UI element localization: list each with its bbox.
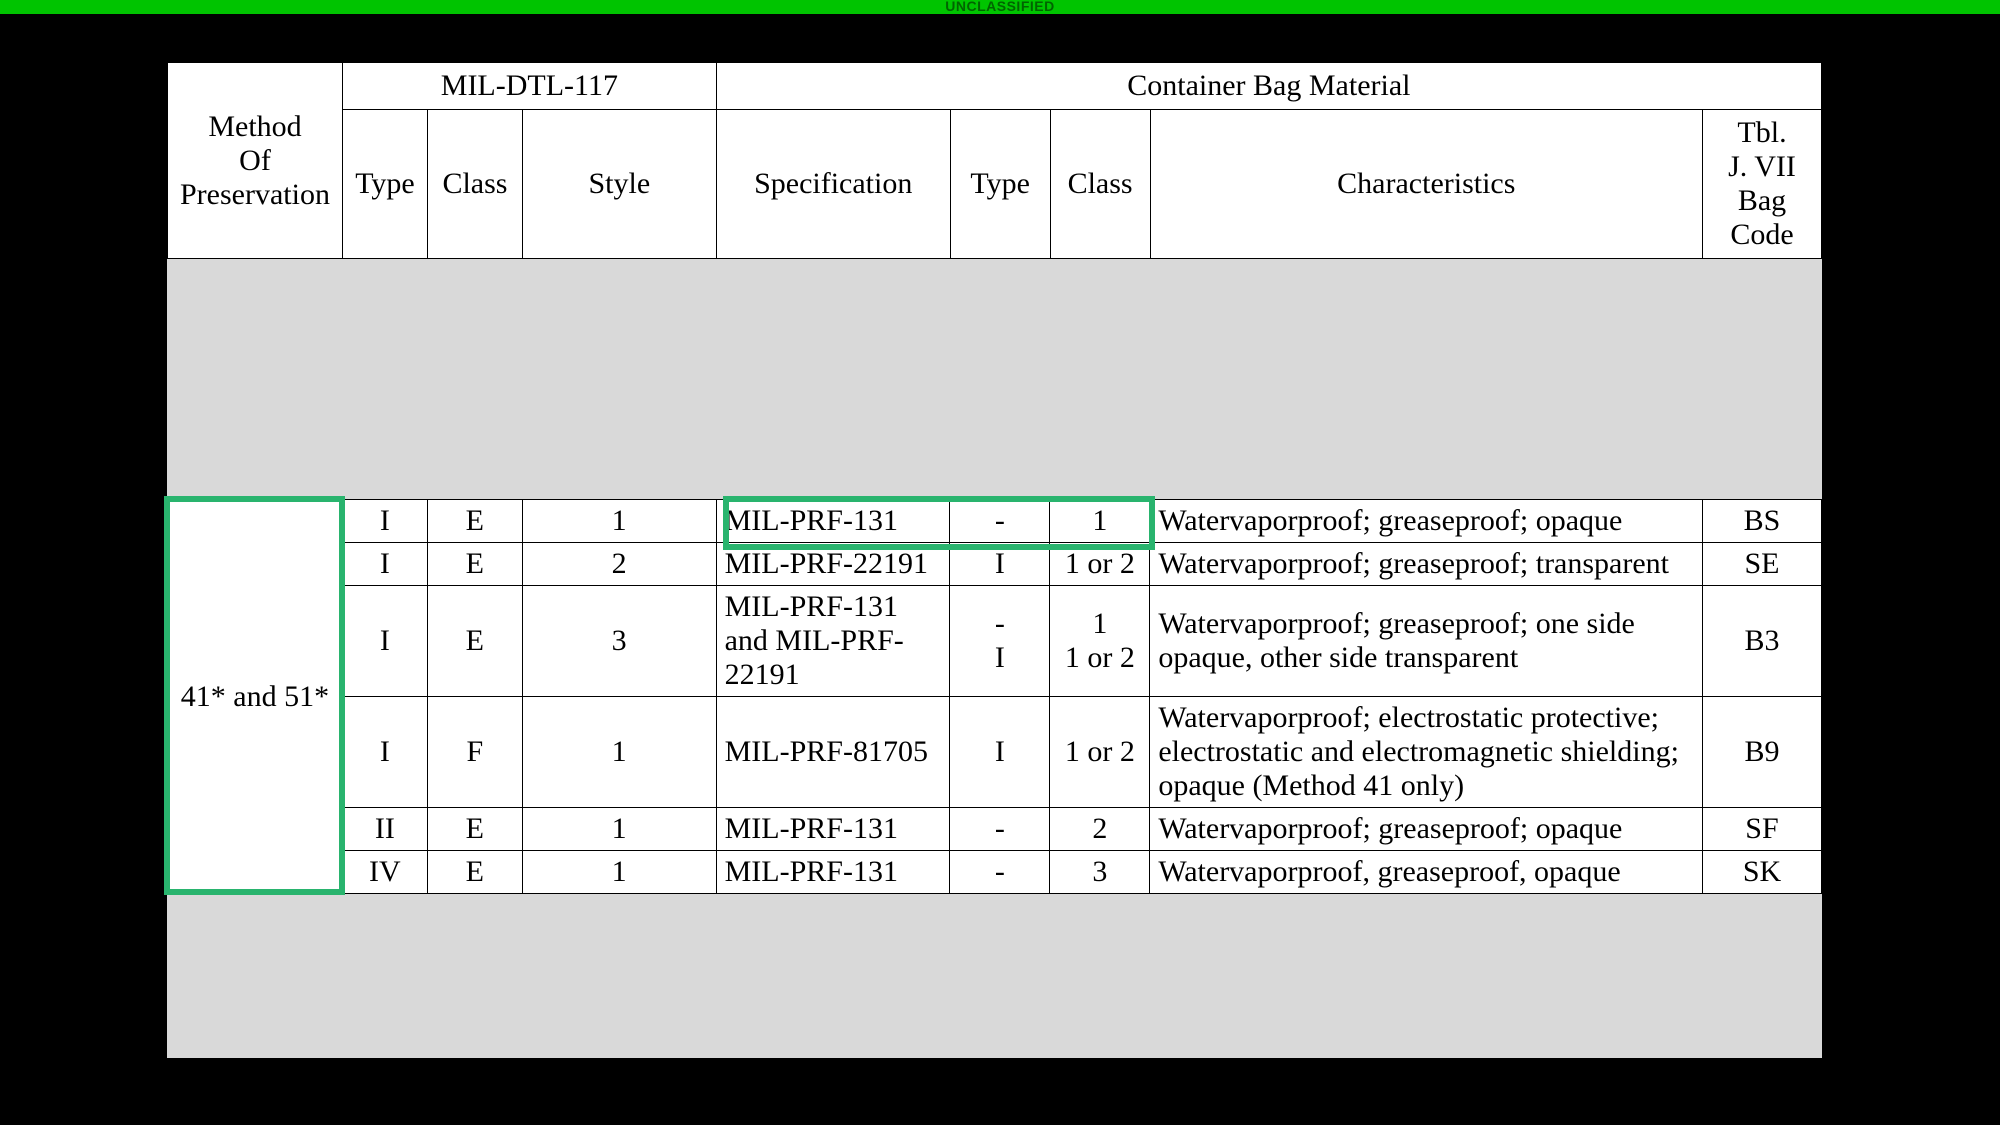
hdr-class: Class	[427, 110, 522, 259]
cell-ctype: I	[950, 543, 1050, 586]
cell-type: IV	[342, 851, 427, 894]
cell-spec: MIL-PRF-131 and MIL-PRF-22191	[716, 586, 950, 697]
cell-char: Watervaporproof, greaseproof, opaque	[1150, 851, 1703, 894]
cell-cclass: 1 or 2	[1050, 543, 1150, 586]
cell-style: 2	[522, 543, 716, 586]
cell-char: Watervaporproof; greaseproof; transparen…	[1150, 543, 1703, 586]
hdr-mil-dtl: MIL-DTL-117	[342, 63, 716, 110]
cell-cclass: 1 1 or 2	[1050, 586, 1150, 697]
cell-spec: MIL-PRF-131	[716, 500, 950, 543]
cell-cclass: 1 or 2	[1050, 697, 1150, 808]
cell-type: I	[342, 586, 427, 697]
cell-ctype: - I	[950, 586, 1050, 697]
cell-code: B9	[1702, 697, 1821, 808]
header-table: Method Of Preservation MIL-DTL-117 Conta…	[167, 62, 1822, 259]
cell-code: SF	[1702, 808, 1821, 851]
hdr-class2: Class	[1050, 110, 1150, 259]
cell-cclass: 3	[1050, 851, 1150, 894]
cell-code: B3	[1702, 586, 1821, 697]
cell-class: E	[427, 851, 522, 894]
cell-ctype: I	[950, 697, 1050, 808]
cell-class: E	[427, 543, 522, 586]
cell-type: II	[342, 808, 427, 851]
cell-style: 1	[522, 697, 716, 808]
cell-style: 1	[522, 808, 716, 851]
cell-char: Watervaporproof; greaseproof; opaque	[1150, 500, 1703, 543]
cell-style: 1	[522, 851, 716, 894]
table-row: I F 1 MIL-PRF-81705 I 1 or 2 Watervaporp…	[168, 697, 1822, 808]
cell-style: 3	[522, 586, 716, 697]
cell-style: 1	[522, 500, 716, 543]
cell-char: Watervaporproof; greaseproof; opaque	[1150, 808, 1703, 851]
hdr-style: Style	[522, 110, 716, 259]
cell-cclass: 2	[1050, 808, 1150, 851]
cell-type: I	[342, 697, 427, 808]
cell-cclass: 1	[1050, 500, 1150, 543]
cell-ctype: -	[950, 808, 1050, 851]
hdr-method: Method Of Preservation	[168, 63, 343, 259]
cell-class: F	[427, 697, 522, 808]
cell-spec: MIL-PRF-81705	[716, 697, 950, 808]
table-row: I E 3 MIL-PRF-131 and MIL-PRF-22191 - I …	[168, 586, 1822, 697]
table-row: I E 2 MIL-PRF-22191 I 1 or 2 Watervaporp…	[168, 543, 1822, 586]
classification-banner: UNCLASSIFIED	[0, 0, 2000, 14]
table-row: II E 1 MIL-PRF-131 - 2 Watervaporproof; …	[168, 808, 1822, 851]
cell-ctype: -	[950, 851, 1050, 894]
cell-code: BS	[1702, 500, 1821, 543]
cell-class: E	[427, 586, 522, 697]
header-row-1: Method Of Preservation MIL-DTL-117 Conta…	[168, 63, 1822, 110]
cell-spec: MIL-PRF-131	[716, 851, 950, 894]
cell-class: E	[427, 500, 522, 543]
table-row: IV E 1 MIL-PRF-131 - 3 Watervaporproof, …	[168, 851, 1822, 894]
cell-char: Watervaporproof; electrostatic protectiv…	[1150, 697, 1703, 808]
slide-area: Method Of Preservation MIL-DTL-117 Conta…	[167, 62, 1822, 1058]
cell-ctype: -	[950, 500, 1050, 543]
hdr-spec: Specification	[716, 110, 950, 259]
cell-class: E	[427, 808, 522, 851]
hdr-container: Container Bag Material	[716, 63, 1821, 110]
data-table: 41* and 51* I E 1 MIL-PRF-131 - 1 Waterv…	[167, 499, 1822, 894]
cell-char: Watervaporproof; greaseproof; one side o…	[1150, 586, 1703, 697]
hdr-char: Characteristics	[1150, 110, 1702, 259]
method-cell: 41* and 51*	[168, 500, 343, 894]
hdr-type: Type	[342, 110, 427, 259]
cell-spec: MIL-PRF-131	[716, 808, 950, 851]
table-row: 41* and 51* I E 1 MIL-PRF-131 - 1 Waterv…	[168, 500, 1822, 543]
header-row-2: Type Class Style Specification Type Clas…	[168, 110, 1822, 259]
cell-type: I	[342, 543, 427, 586]
cell-code: SE	[1702, 543, 1821, 586]
cell-code: SK	[1702, 851, 1821, 894]
cell-spec: MIL-PRF-22191	[716, 543, 950, 586]
hdr-type2: Type	[950, 110, 1050, 259]
cell-type: I	[342, 500, 427, 543]
hdr-bagcode: Tbl. J. VII Bag Code	[1703, 110, 1822, 259]
